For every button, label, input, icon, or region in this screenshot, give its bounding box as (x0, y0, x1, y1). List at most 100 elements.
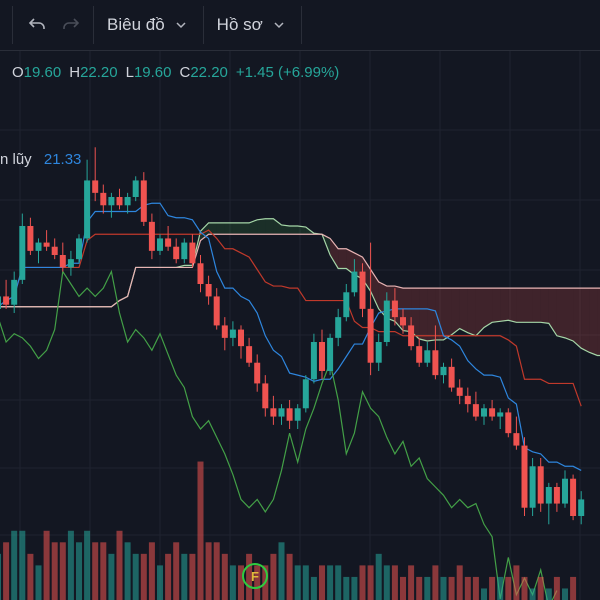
cloud-segment (556, 288, 565, 338)
candle-body (335, 317, 342, 338)
candle-body (319, 342, 325, 371)
open-value: 19.60 (23, 64, 62, 81)
cloud-segment (281, 224, 290, 235)
cloud-segment (516, 288, 525, 323)
event-marker-icon[interactable]: F (242, 563, 268, 589)
volume-bar (448, 576, 455, 600)
candle-body (124, 197, 131, 206)
candle-body (213, 296, 220, 326)
candle-body (408, 325, 415, 347)
redo-icon (63, 18, 80, 29)
candle-body (76, 238, 82, 260)
candle-body (375, 342, 382, 363)
high-label: H (69, 64, 81, 81)
volume-bar (286, 553, 293, 600)
cloud-segment (532, 288, 541, 323)
cloud-segment (565, 288, 574, 341)
volume-bar (383, 565, 390, 600)
volume-bar (505, 576, 512, 600)
cloud-segment (346, 248, 355, 275)
volume-bar (529, 588, 536, 600)
volume-bar (456, 565, 463, 600)
indicator-label: n lũy (0, 151, 32, 168)
volume-bar (481, 588, 487, 600)
indicator-legend[interactable]: n lũy 21.33 (0, 151, 81, 168)
volume-bar (424, 576, 431, 600)
volume-bar (76, 542, 82, 600)
volume-bar (205, 542, 212, 600)
volume-bar (319, 565, 325, 600)
undo-button[interactable] (27, 0, 47, 50)
volume-bar (359, 565, 366, 600)
toolbar-separator (300, 6, 302, 44)
candle-body (67, 259, 74, 268)
change-value: +1.45 (+6.99%) (235, 64, 340, 81)
candle-body (400, 317, 406, 326)
candle-body (116, 197, 123, 206)
volume-bar (464, 576, 471, 600)
volume-bar (189, 553, 196, 600)
candle-body (238, 329, 244, 347)
volume-bar (100, 542, 107, 600)
volume-bar (440, 576, 447, 600)
chart-menu-button[interactable]: Biêu đồ (107, 0, 187, 50)
volume-bar (327, 565, 334, 600)
volume-bar (416, 576, 423, 600)
volume-bar (221, 553, 228, 600)
cloud-segment (524, 288, 533, 323)
toolbar-separator (93, 6, 94, 44)
lagging-span-line (0, 269, 558, 600)
volume-bar (545, 588, 552, 600)
toolbar-separator (12, 6, 13, 44)
cloud-segment (224, 222, 233, 235)
volume-bar (3, 542, 10, 600)
cloud-segment (208, 222, 217, 235)
candle-body (302, 379, 309, 409)
candle-body (0, 296, 1, 309)
candle-body (537, 466, 544, 504)
cloud-segment (508, 288, 517, 323)
cloud-segment (573, 288, 582, 349)
cloud-segment (249, 219, 258, 235)
volume-bar (270, 553, 277, 600)
volume-bar (116, 530, 123, 600)
chart-menu-label: Biêu đồ (107, 15, 165, 34)
volume-bar (213, 542, 220, 600)
candle-body (27, 226, 34, 251)
leading-span-b-line (0, 233, 600, 308)
volume-bar (59, 542, 66, 600)
volume-bar (173, 542, 180, 600)
base-line (0, 229, 582, 407)
candle-body (489, 408, 496, 417)
cloud-segment (257, 218, 266, 235)
cloud-segment (581, 288, 590, 353)
candle-body (383, 300, 390, 342)
candle-body (545, 487, 552, 504)
close-value: 22.20 (190, 64, 228, 81)
candle-body (497, 412, 504, 417)
cloud-segment (540, 288, 549, 324)
volume-bar (294, 565, 301, 600)
cloud-segment (467, 288, 476, 336)
volume-bar (157, 565, 163, 600)
volume-bar (489, 576, 496, 600)
volume-bar (67, 530, 74, 600)
candle-body (189, 242, 196, 264)
candle-body (367, 308, 374, 363)
profile-menu-button[interactable]: Hồ sơ (217, 0, 285, 50)
volume-bar (335, 565, 342, 600)
cloud-segment (427, 288, 436, 341)
volume-bar (43, 530, 50, 600)
candle-body (197, 263, 204, 284)
candle-body (278, 408, 285, 417)
volume-bar (132, 553, 139, 600)
candle-body (43, 242, 50, 247)
chevron-down-icon (274, 22, 284, 29)
candle-body (173, 246, 180, 260)
volume-bar (408, 565, 415, 600)
candle-body (51, 246, 58, 255)
volume-bar (92, 542, 99, 600)
candle-body (84, 180, 91, 239)
redo-button[interactable] (61, 0, 81, 50)
